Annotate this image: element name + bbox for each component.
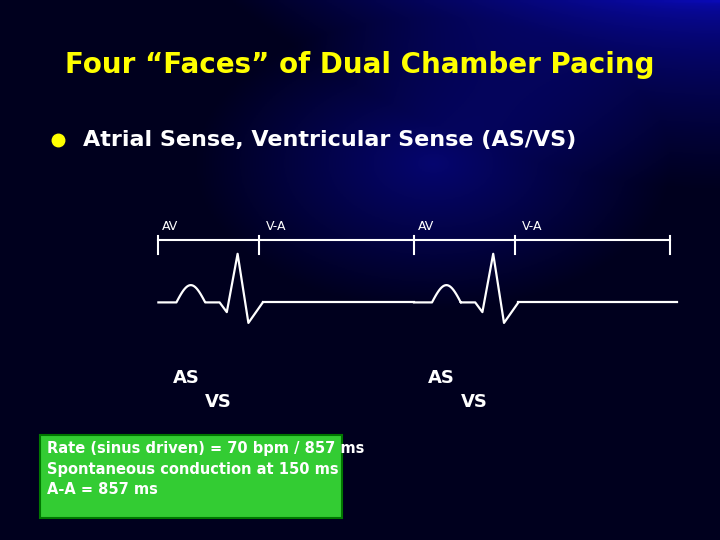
- Text: Rate (sinus driven) = 70 bpm / 857 ms
Spontaneous conduction at 150 ms
A-A = 857: Rate (sinus driven) = 70 bpm / 857 ms Sp…: [47, 441, 364, 497]
- Text: V-A: V-A: [522, 220, 542, 233]
- Text: AS: AS: [173, 369, 199, 387]
- Text: V-A: V-A: [266, 220, 287, 233]
- Text: AV: AV: [418, 220, 434, 233]
- Text: VS: VS: [205, 393, 232, 411]
- Text: AS: AS: [428, 369, 455, 387]
- Text: VS: VS: [461, 393, 487, 411]
- FancyBboxPatch shape: [40, 435, 342, 518]
- Text: AV: AV: [162, 220, 179, 233]
- Text: Four “Faces” of Dual Chamber Pacing: Four “Faces” of Dual Chamber Pacing: [66, 51, 654, 79]
- Text: Atrial Sense, Ventricular Sense (AS/VS): Atrial Sense, Ventricular Sense (AS/VS): [83, 130, 576, 151]
